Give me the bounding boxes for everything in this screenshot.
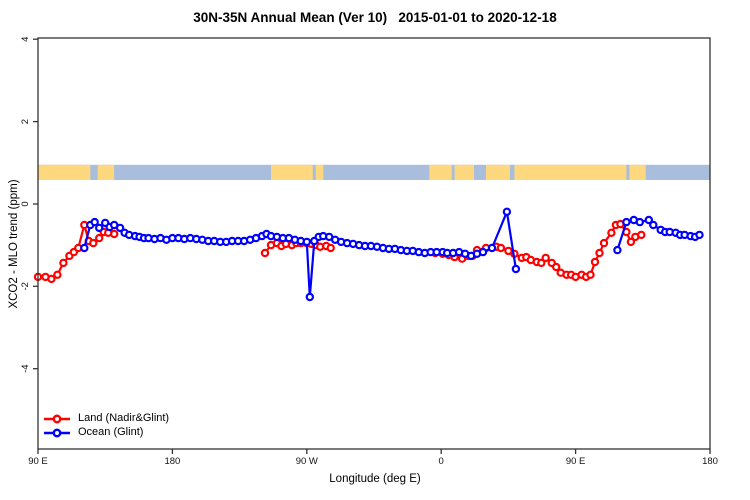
land-point [537,258,546,268]
land-point [541,253,550,263]
ocean-point [695,230,704,240]
x-axis-label: Longitude (deg E) [329,473,421,485]
y-tick-label: 4 [20,37,31,42]
y-tick-label: -2 [20,282,31,290]
tick-labels: 90 E 180 90 W 0 90 E 180 4 2 0 -2 -4 [20,37,718,467]
land-point [607,228,616,237]
x-tick-label: 0 [439,456,444,467]
land-point [595,248,604,258]
legend-ocean-line-icon [44,428,70,437]
ocean-point [649,220,658,230]
x-tick-label: 180 [702,456,718,467]
map-band [38,164,710,180]
land-point [89,238,98,248]
land-point [109,229,119,239]
plot-box [37,37,711,450]
y-tick-label: 0 [20,201,31,206]
land-point [53,270,62,279]
ocean-point [622,217,631,227]
band-land-strip [38,164,91,180]
chart-title: 30N-35N Annual Mean (Ver 10) 2015-01-01 … [193,10,557,25]
band-land-strip [454,164,474,180]
ocean-point [511,264,521,274]
land-point [590,257,600,267]
land-point [326,243,335,253]
land-point [59,258,68,268]
y-tick-label: 2 [20,119,31,124]
ocean-point [302,237,311,247]
land-point [94,233,104,243]
ocean-point [94,223,104,233]
band-land-strip [629,164,646,180]
ocean-point [305,292,314,302]
band-land-strip [514,164,627,180]
ocean-point [115,223,125,233]
band-land-strip [271,164,313,180]
ocean-point [487,243,497,253]
ocean-point [635,217,645,227]
legend: Land (Nadir&Glint) Ocean (Glint) [42,412,169,440]
legend-land-line-icon [44,414,70,423]
ocean-point [613,245,622,255]
ocean-point [644,215,654,225]
y-axis-label: XCO2 - MLO trend (ppm) [8,179,20,309]
legend-label-ocean: Ocean (Glint) [78,426,144,438]
land-point [552,262,561,272]
ocean-point [80,243,89,253]
legend-label-land: Land (Nadir&Glint) [78,412,170,424]
x-tick-label: 180 [164,456,180,467]
ocean-point [502,207,512,216]
land-point [586,270,595,279]
ocean-point [478,247,488,257]
band-land-strip [315,164,324,180]
x-tick-label: 90 E [28,456,48,467]
band-land-strip [486,164,510,180]
ocean-series [80,207,704,302]
band-land-strip [97,164,115,180]
band-land-strip [429,164,452,180]
land-point [626,237,636,247]
y-tick-label: -4 [20,364,31,372]
land-point [496,243,506,253]
land-point [637,230,646,240]
land-point [47,274,56,284]
ocean-point [90,217,99,227]
land-point [599,238,609,248]
legend-item-ocean: Ocean (Glint) [42,426,169,439]
axes [33,37,711,454]
x-tick-label: 90 E [566,456,586,467]
land-point [260,248,270,258]
legend-item-land: Land (Nadir&Glint) [42,412,169,425]
x-tick-label: 90 W [296,456,318,467]
